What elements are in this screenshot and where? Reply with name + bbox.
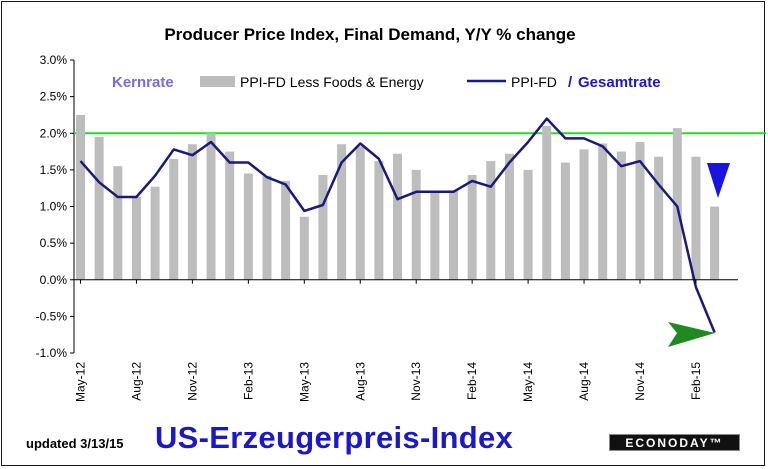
bar-core-16 (374, 161, 384, 280)
x-tick-label: Aug-12 (129, 362, 143, 401)
x-tick-label: Nov-12 (185, 362, 199, 401)
legend-line-label: PPI-FD (511, 74, 557, 90)
bar-core-15 (355, 146, 365, 280)
bar-core-3 (131, 196, 141, 280)
x-tick-label: Aug-13 (353, 362, 367, 401)
bar-core-27 (579, 149, 589, 280)
bar-core-4 (150, 186, 160, 280)
x-axis: May-12 Aug-12 Nov-12 Feb-13 May-13 Aug-13 Nov-… (74, 279, 738, 402)
bar-core-6 (187, 144, 197, 280)
bar-core-33 (691, 156, 701, 280)
x-tick-label: May-13 (297, 362, 311, 402)
legend: Kernrate PPI-FD Less Foods & Energy PPI-… (112, 74, 661, 91)
bar-core-9 (243, 173, 253, 280)
bar-core-8 (225, 151, 235, 280)
bar-core-29 (616, 151, 626, 280)
updated-label: updated 3/13/15 (26, 436, 124, 451)
x-tick-label: Nov-14 (633, 362, 647, 401)
y-tick-label: -1.0% (36, 346, 68, 360)
bar-core-2 (113, 166, 123, 280)
bar-core-24 (523, 169, 533, 280)
bar-core-26 (560, 162, 570, 280)
legend-slash: / (568, 74, 573, 91)
down-arrow-icon (707, 163, 730, 198)
bar-core-17 (393, 153, 403, 280)
bar-core-31 (654, 156, 664, 280)
legend-bar-swatch (200, 76, 235, 87)
kernrate-label: Kernrate (112, 74, 174, 91)
y-tick-label: 2.5% (40, 90, 68, 104)
bar-core-14 (337, 144, 347, 280)
bar-core-11 (281, 180, 291, 280)
econoday-logo: ECONODAY™ (609, 434, 740, 451)
bar-core-32 (672, 128, 682, 280)
x-tick-label: Nov-13 (409, 362, 423, 401)
bar-core-12 (299, 216, 309, 280)
bar-core-28 (598, 143, 608, 280)
headline: US-Erzeugerpreis-Index (155, 420, 514, 455)
bars-layer (76, 114, 720, 280)
y-axis: -1.0% -0.5% 0.0% 0.5% 1.0% 1.5% 2.0% 2.5% 3.0% (36, 53, 75, 360)
legend-bars-label: PPI-FD Less Foods & Energy (240, 74, 424, 90)
bar-core-5 (169, 158, 179, 280)
bar-core-25 (542, 125, 552, 280)
bar-core-34 (710, 206, 720, 280)
y-tick-label: 1.5% (40, 163, 68, 177)
bar-core-19 (430, 191, 440, 280)
x-tick-label: May-12 (74, 362, 88, 402)
bar-core-30 (635, 142, 645, 280)
y-tick-label: 2.0% (40, 126, 68, 140)
y-tick-label: 0.5% (40, 236, 68, 250)
y-tick-label: 3.0% (40, 53, 68, 67)
bar-core-20 (449, 190, 458, 280)
bar-core-23 (504, 153, 514, 280)
line-ppi-fd (79, 117, 716, 333)
x-tick-label: Feb-13 (241, 362, 255, 400)
x-tick-label: Feb-14 (465, 362, 479, 400)
bar-core-0 (76, 114, 85, 280)
bar-core-10 (262, 175, 272, 280)
bar-core-21 (467, 175, 477, 280)
bar-core-22 (486, 161, 496, 280)
bar-core-18 (411, 169, 421, 280)
chart-title: Producer Price Index, Final Demand, Y/Y … (164, 25, 575, 44)
bar-core-13 (318, 175, 328, 280)
gesamtrate-label: Gesamtrate (578, 74, 661, 91)
y-tick-label: 0.0% (40, 273, 68, 287)
x-tick-label: Aug-14 (577, 362, 591, 401)
bar-core-1 (94, 136, 104, 280)
x-tick-label: May-14 (521, 362, 535, 402)
x-tick-label: Feb-15 (689, 362, 703, 400)
bar-core-7 (206, 133, 216, 280)
y-tick-label: -0.5% (36, 309, 68, 323)
line-layer (79, 117, 716, 333)
y-tick-label: 1.0% (40, 200, 68, 214)
right-arrow-icon (668, 322, 715, 347)
